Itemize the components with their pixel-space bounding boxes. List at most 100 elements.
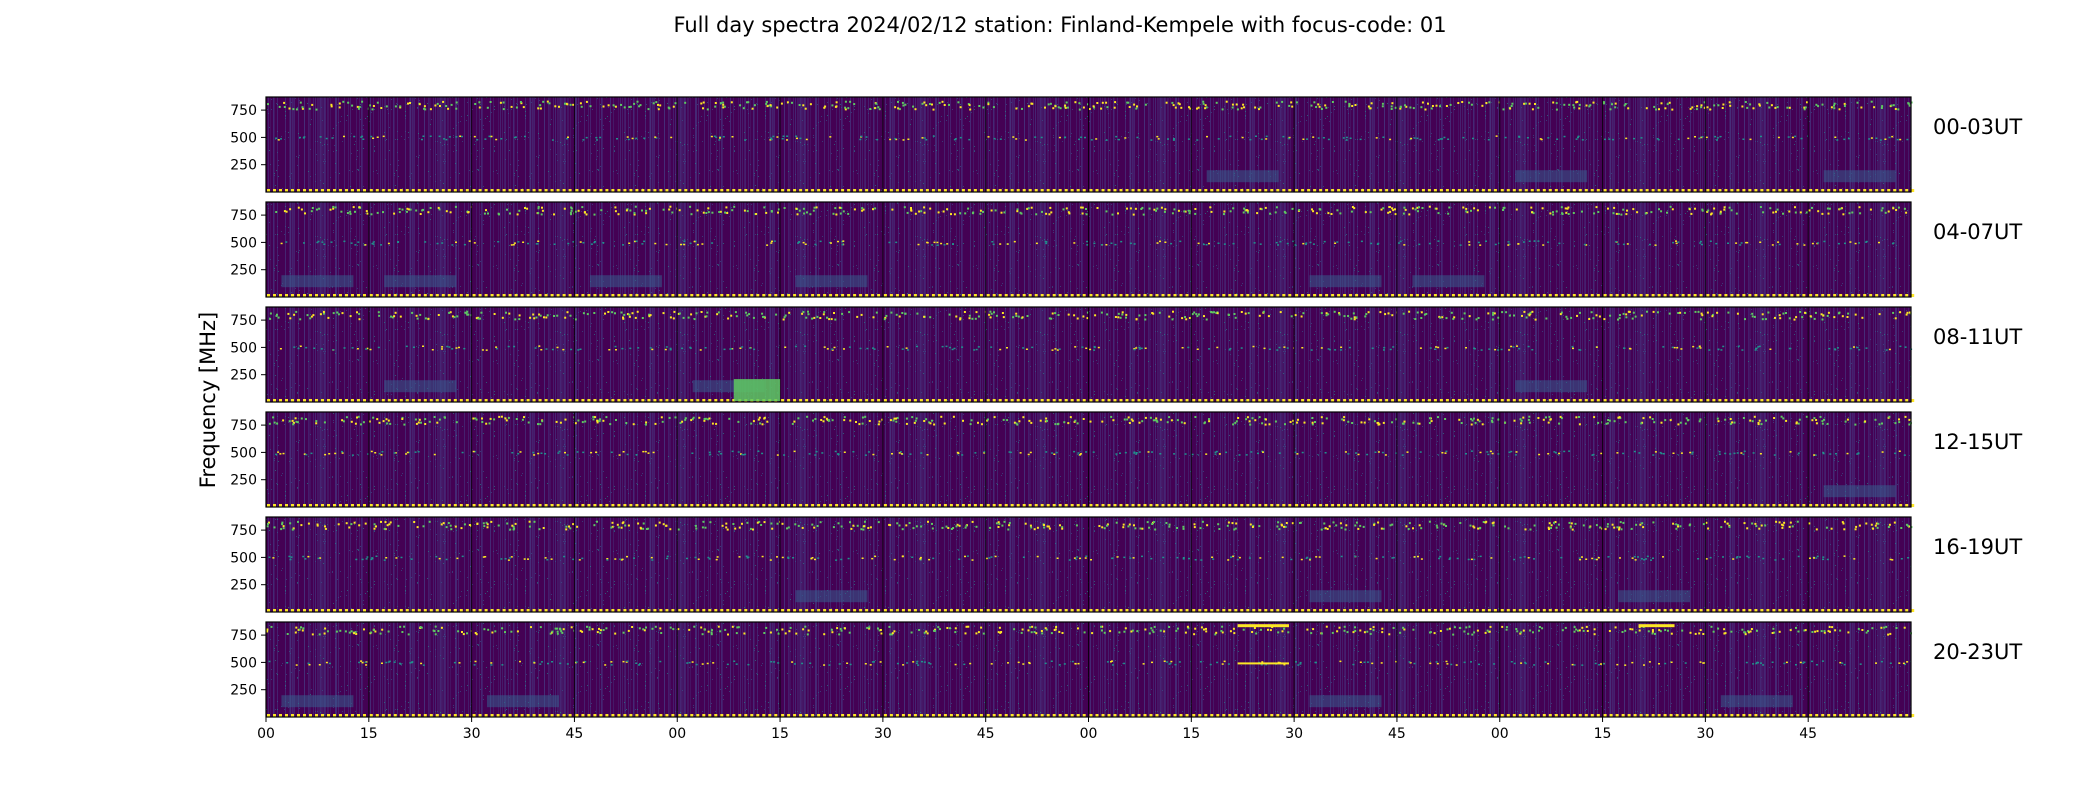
spectrum-panel bbox=[1807, 412, 1915, 507]
spectrum-panel bbox=[471, 517, 578, 612]
spectrum-panel bbox=[1088, 307, 1195, 402]
y-tick-label: 500 bbox=[230, 550, 257, 566]
spectrum-panel bbox=[1807, 202, 1915, 297]
y-tick-label: 750 bbox=[230, 523, 257, 539]
y-tick-label: 750 bbox=[230, 418, 257, 434]
spectrum-panel bbox=[1602, 307, 1709, 402]
row-frame bbox=[265, 96, 1912, 193]
spectrum-panel bbox=[1396, 517, 1503, 612]
x-tick-label: 45 bbox=[977, 726, 995, 742]
spectrum-panel bbox=[573, 412, 681, 507]
spectra-row: 750 500 250 08-11UT bbox=[230, 306, 2022, 403]
row-label: 08-11UT bbox=[1933, 325, 2022, 349]
x-tick-label: 30 bbox=[463, 726, 481, 742]
chart-title: Full day spectra 2024/02/12 station: Fin… bbox=[673, 13, 1446, 37]
spectrum-panel bbox=[1190, 97, 1298, 192]
spectrum-panel bbox=[1293, 97, 1401, 192]
spectrum-panel bbox=[1499, 622, 1606, 717]
spectrum-panel bbox=[779, 412, 887, 507]
spectrum-panel bbox=[1704, 412, 1812, 507]
bright-line bbox=[1237, 624, 1289, 628]
row-label: 00-03UT bbox=[1933, 115, 2022, 139]
spectrum-panel bbox=[1704, 202, 1812, 297]
spectrum-panel bbox=[882, 202, 989, 297]
bright-line bbox=[1638, 624, 1675, 628]
spectrum-panel bbox=[1293, 517, 1401, 612]
spectrum-panel bbox=[1704, 517, 1812, 612]
x-tick-label: 45 bbox=[1799, 726, 1817, 742]
spectrum-panel bbox=[1499, 517, 1606, 612]
spectrum-panel bbox=[1396, 97, 1503, 192]
y-tick-label: 500 bbox=[230, 235, 257, 251]
spectrum-panel bbox=[368, 202, 475, 297]
spectrum-panel bbox=[573, 202, 681, 297]
spectrum-panel bbox=[779, 517, 887, 612]
spectrum-panel bbox=[1088, 202, 1195, 297]
spectrum-panel bbox=[1088, 622, 1195, 717]
spectrum-panel bbox=[1190, 517, 1298, 612]
x-tick-label: 00 bbox=[1491, 726, 1509, 742]
row-label: 04-07UT bbox=[1933, 220, 2022, 244]
spectrum-panel bbox=[368, 412, 475, 507]
x-tick-label: 15 bbox=[1182, 726, 1200, 742]
spectra-row: 750 500 250 16-19UT bbox=[230, 516, 2022, 613]
spectrum-panel bbox=[779, 202, 887, 297]
y-tick-label: 250 bbox=[230, 578, 257, 594]
spectrum-panel bbox=[779, 622, 887, 717]
spectrum-panel bbox=[1190, 622, 1298, 717]
y-tick-label: 500 bbox=[230, 445, 257, 461]
spectrum-panel bbox=[471, 97, 578, 192]
spectrum-panel bbox=[265, 517, 372, 612]
spectrum-panel bbox=[1499, 307, 1606, 402]
spectrum-panel bbox=[1499, 412, 1606, 507]
y-axis-label: Frequency [MHz] bbox=[196, 312, 220, 488]
y-tick-label: 750 bbox=[230, 628, 257, 644]
y-tick-label: 750 bbox=[230, 208, 257, 224]
row-frame bbox=[265, 516, 1912, 613]
spectrum-panel bbox=[471, 622, 578, 717]
spectrum-panel bbox=[1293, 412, 1401, 507]
spectrum-panel bbox=[573, 622, 681, 717]
spectrum-panel bbox=[1704, 622, 1812, 717]
spectrum-panel bbox=[1499, 202, 1606, 297]
row-label: 16-19UT bbox=[1933, 535, 2022, 559]
spectrum-panel bbox=[1293, 622, 1401, 717]
y-tick-label: 750 bbox=[230, 103, 257, 119]
x-tick-label: 00 bbox=[257, 726, 275, 742]
spectrum-panel bbox=[1396, 412, 1503, 507]
spectrum-panel bbox=[368, 517, 475, 612]
spectrum-panel bbox=[779, 97, 887, 192]
x-tick-label: 15 bbox=[1594, 726, 1612, 742]
spectrum-panel bbox=[1807, 97, 1915, 192]
spectrum-panel bbox=[573, 307, 681, 402]
spectrum-panel bbox=[1088, 517, 1195, 612]
burst-mark bbox=[733, 379, 781, 402]
spectrum-panel bbox=[1499, 97, 1606, 192]
spectra-rows: 750 500 250 00-03UT 750 500 250 04-07UT 750 500 25… bbox=[230, 96, 2022, 718]
spectrum-panel bbox=[471, 202, 578, 297]
spectrum-panel bbox=[573, 97, 681, 192]
spectrum-panel bbox=[1602, 97, 1709, 192]
spectrum-panel bbox=[1396, 307, 1503, 402]
y-tick-label: 250 bbox=[230, 263, 257, 279]
spectrum-panel bbox=[1396, 622, 1503, 717]
spectrum-panel bbox=[882, 307, 989, 402]
spectrum-panel bbox=[676, 202, 784, 297]
y-tick-label: 500 bbox=[230, 130, 257, 146]
spectrum-panel bbox=[1807, 517, 1915, 612]
y-tick-label: 500 bbox=[230, 655, 257, 671]
spectrum-panel bbox=[779, 307, 887, 402]
spectrum-panel bbox=[1807, 307, 1915, 402]
y-tick-label: 500 bbox=[230, 340, 257, 356]
row-frame bbox=[265, 411, 1912, 508]
spectrum-panel bbox=[265, 307, 372, 402]
spectrum-panel bbox=[368, 622, 475, 717]
spectrum-panel bbox=[985, 622, 1092, 717]
spectrum-panel bbox=[265, 202, 372, 297]
spectrum-panel bbox=[985, 517, 1092, 612]
spectrum-panel bbox=[882, 517, 989, 612]
spectra-row: 750 500 250 04-07UT bbox=[230, 201, 2022, 298]
spectrum-panel bbox=[1293, 307, 1401, 402]
spectrum-panel bbox=[1602, 517, 1709, 612]
